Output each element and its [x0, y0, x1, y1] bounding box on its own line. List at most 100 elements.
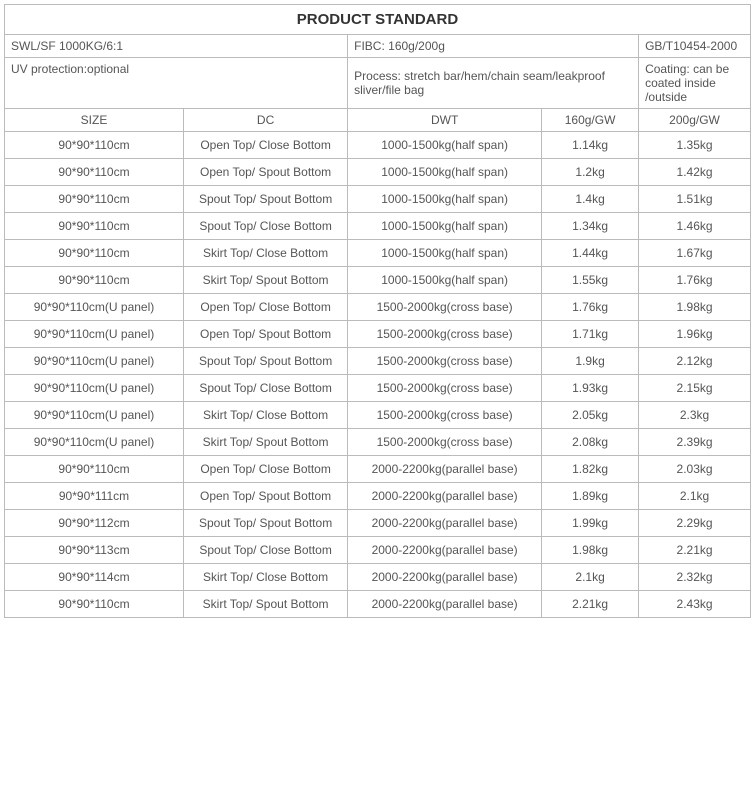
cell-dwt: 2000-2200kg(parallel base) [348, 564, 542, 591]
cell-dwt: 1000-1500kg(half span) [348, 132, 542, 159]
cell-dc: Open Top/ Close Bottom [184, 132, 348, 159]
cell-gw160: 1.4kg [542, 186, 639, 213]
cell-dc: Spout Top/ Close Bottom [184, 375, 348, 402]
cell-gw200: 2.3kg [639, 402, 751, 429]
cell-gw200: 2.39kg [639, 429, 751, 456]
table-row: 90*90*110cm(U panel)Skirt Top/ Close Bot… [5, 402, 751, 429]
header-coating: Coating: can be coated inside /outside [639, 58, 751, 109]
cell-dwt: 1000-1500kg(half span) [348, 267, 542, 294]
cell-gw160: 1.34kg [542, 213, 639, 240]
col-gw200: 200g/GW [639, 109, 751, 132]
cell-dc: Skirt Top/ Close Bottom [184, 240, 348, 267]
cell-gw160: 1.99kg [542, 510, 639, 537]
table-row: 90*90*110cmSkirt Top/ Spout Bottom1000-1… [5, 267, 751, 294]
cell-dc: Spout Top/ Spout Bottom [184, 348, 348, 375]
cell-dc: Spout Top/ Spout Bottom [184, 510, 348, 537]
cell-gw160: 2.08kg [542, 429, 639, 456]
cell-dc: Skirt Top/ Close Bottom [184, 402, 348, 429]
table-row: 90*90*110cm(U panel)Skirt Top/ Spout Bot… [5, 429, 751, 456]
cell-size: 90*90*110cm [5, 186, 184, 213]
cell-size: 90*90*110cm [5, 213, 184, 240]
header-swl: SWL/SF 1000KG/6:1 [5, 35, 348, 58]
table-row: 90*90*110cmOpen Top/ Spout Bottom1000-15… [5, 159, 751, 186]
cell-gw200: 2.1kg [639, 483, 751, 510]
cell-dwt: 1500-2000kg(cross base) [348, 402, 542, 429]
cell-size: 90*90*110cm [5, 591, 184, 618]
cell-gw200: 2.29kg [639, 510, 751, 537]
cell-dc: Open Top/ Spout Bottom [184, 159, 348, 186]
cell-dwt: 1000-1500kg(half span) [348, 240, 542, 267]
table-row: 90*90*113cmSpout Top/ Close Bottom2000-2… [5, 537, 751, 564]
cell-dc: Open Top/ Spout Bottom [184, 321, 348, 348]
table-row: 90*90*114cmSkirt Top/ Close Bottom2000-2… [5, 564, 751, 591]
cell-gw160: 2.05kg [542, 402, 639, 429]
header-fibc: FIBC: 160g/200g [348, 35, 639, 58]
cell-gw200: 1.67kg [639, 240, 751, 267]
cell-size: 90*90*112cm [5, 510, 184, 537]
header-std: GB/T10454-2000 [639, 35, 751, 58]
cell-gw160: 1.9kg [542, 348, 639, 375]
header-uv: UV protection:optional [5, 58, 348, 109]
cell-size: 90*90*110cm(U panel) [5, 294, 184, 321]
cell-dc: Open Top/ Close Bottom [184, 294, 348, 321]
cell-dwt: 2000-2200kg(parallel base) [348, 537, 542, 564]
cell-dwt: 2000-2200kg(parallel base) [348, 510, 542, 537]
table-row: 90*90*110cm(U panel)Spout Top/ Spout Bot… [5, 348, 751, 375]
cell-dc: Spout Top/ Close Bottom [184, 537, 348, 564]
cell-size: 90*90*114cm [5, 564, 184, 591]
cell-gw160: 1.89kg [542, 483, 639, 510]
cell-size: 90*90*110cm(U panel) [5, 348, 184, 375]
cell-gw200: 2.43kg [639, 591, 751, 618]
cell-dwt: 1000-1500kg(half span) [348, 213, 542, 240]
cell-dwt: 1500-2000kg(cross base) [348, 375, 542, 402]
cell-size: 90*90*110cm [5, 132, 184, 159]
cell-size: 90*90*110cm(U panel) [5, 375, 184, 402]
cell-size: 90*90*110cm(U panel) [5, 321, 184, 348]
cell-dc: Spout Top/ Spout Bottom [184, 186, 348, 213]
cell-gw200: 2.03kg [639, 456, 751, 483]
cell-gw200: 1.51kg [639, 186, 751, 213]
table-row: 90*90*112cmSpout Top/ Spout Bottom2000-2… [5, 510, 751, 537]
cell-size: 90*90*110cm(U panel) [5, 402, 184, 429]
table-row: 90*90*110cm(U panel)Open Top/ Spout Bott… [5, 321, 751, 348]
cell-size: 90*90*111cm [5, 483, 184, 510]
cell-gw160: 1.55kg [542, 267, 639, 294]
cell-gw160: 1.93kg [542, 375, 639, 402]
cell-gw160: 1.98kg [542, 537, 639, 564]
table-row: 90*90*111cmOpen Top/ Spout Bottom2000-22… [5, 483, 751, 510]
table-title: PRODUCT STANDARD [5, 5, 751, 35]
cell-gw200: 1.76kg [639, 267, 751, 294]
table-row: 90*90*110cm(U panel)Spout Top/ Close Bot… [5, 375, 751, 402]
table-row: 90*90*110cmSpout Top/ Close Bottom1000-1… [5, 213, 751, 240]
cell-gw160: 2.21kg [542, 591, 639, 618]
col-size: SIZE [5, 109, 184, 132]
cell-gw200: 1.42kg [639, 159, 751, 186]
col-dc: DC [184, 109, 348, 132]
col-dwt: DWT [348, 109, 542, 132]
table-row: 90*90*110cmOpen Top/ Close Bottom2000-22… [5, 456, 751, 483]
cell-dwt: 1500-2000kg(cross base) [348, 348, 542, 375]
cell-gw200: 2.15kg [639, 375, 751, 402]
header-process: Process: stretch bar/hem/chain seam/leak… [348, 58, 639, 109]
cell-gw200: 1.98kg [639, 294, 751, 321]
cell-dwt: 1500-2000kg(cross base) [348, 294, 542, 321]
cell-size: 90*90*110cm [5, 267, 184, 294]
cell-gw160: 1.44kg [542, 240, 639, 267]
cell-dc: Skirt Top/ Spout Bottom [184, 591, 348, 618]
cell-dwt: 1000-1500kg(half span) [348, 159, 542, 186]
cell-gw200: 1.46kg [639, 213, 751, 240]
cell-dwt: 2000-2200kg(parallel base) [348, 456, 542, 483]
cell-size: 90*90*110cm [5, 240, 184, 267]
cell-dwt: 1500-2000kg(cross base) [348, 321, 542, 348]
cell-gw160: 1.82kg [542, 456, 639, 483]
cell-gw160: 1.2kg [542, 159, 639, 186]
cell-size: 90*90*110cm [5, 456, 184, 483]
cell-gw200: 1.96kg [639, 321, 751, 348]
cell-dwt: 1000-1500kg(half span) [348, 186, 542, 213]
cell-dc: Open Top/ Spout Bottom [184, 483, 348, 510]
cell-dwt: 2000-2200kg(parallel base) [348, 591, 542, 618]
table-row: 90*90*110cm(U panel)Open Top/ Close Bott… [5, 294, 751, 321]
cell-gw160: 1.76kg [542, 294, 639, 321]
cell-dc: Spout Top/ Close Bottom [184, 213, 348, 240]
table-row: 90*90*110cmOpen Top/ Close Bottom1000-15… [5, 132, 751, 159]
